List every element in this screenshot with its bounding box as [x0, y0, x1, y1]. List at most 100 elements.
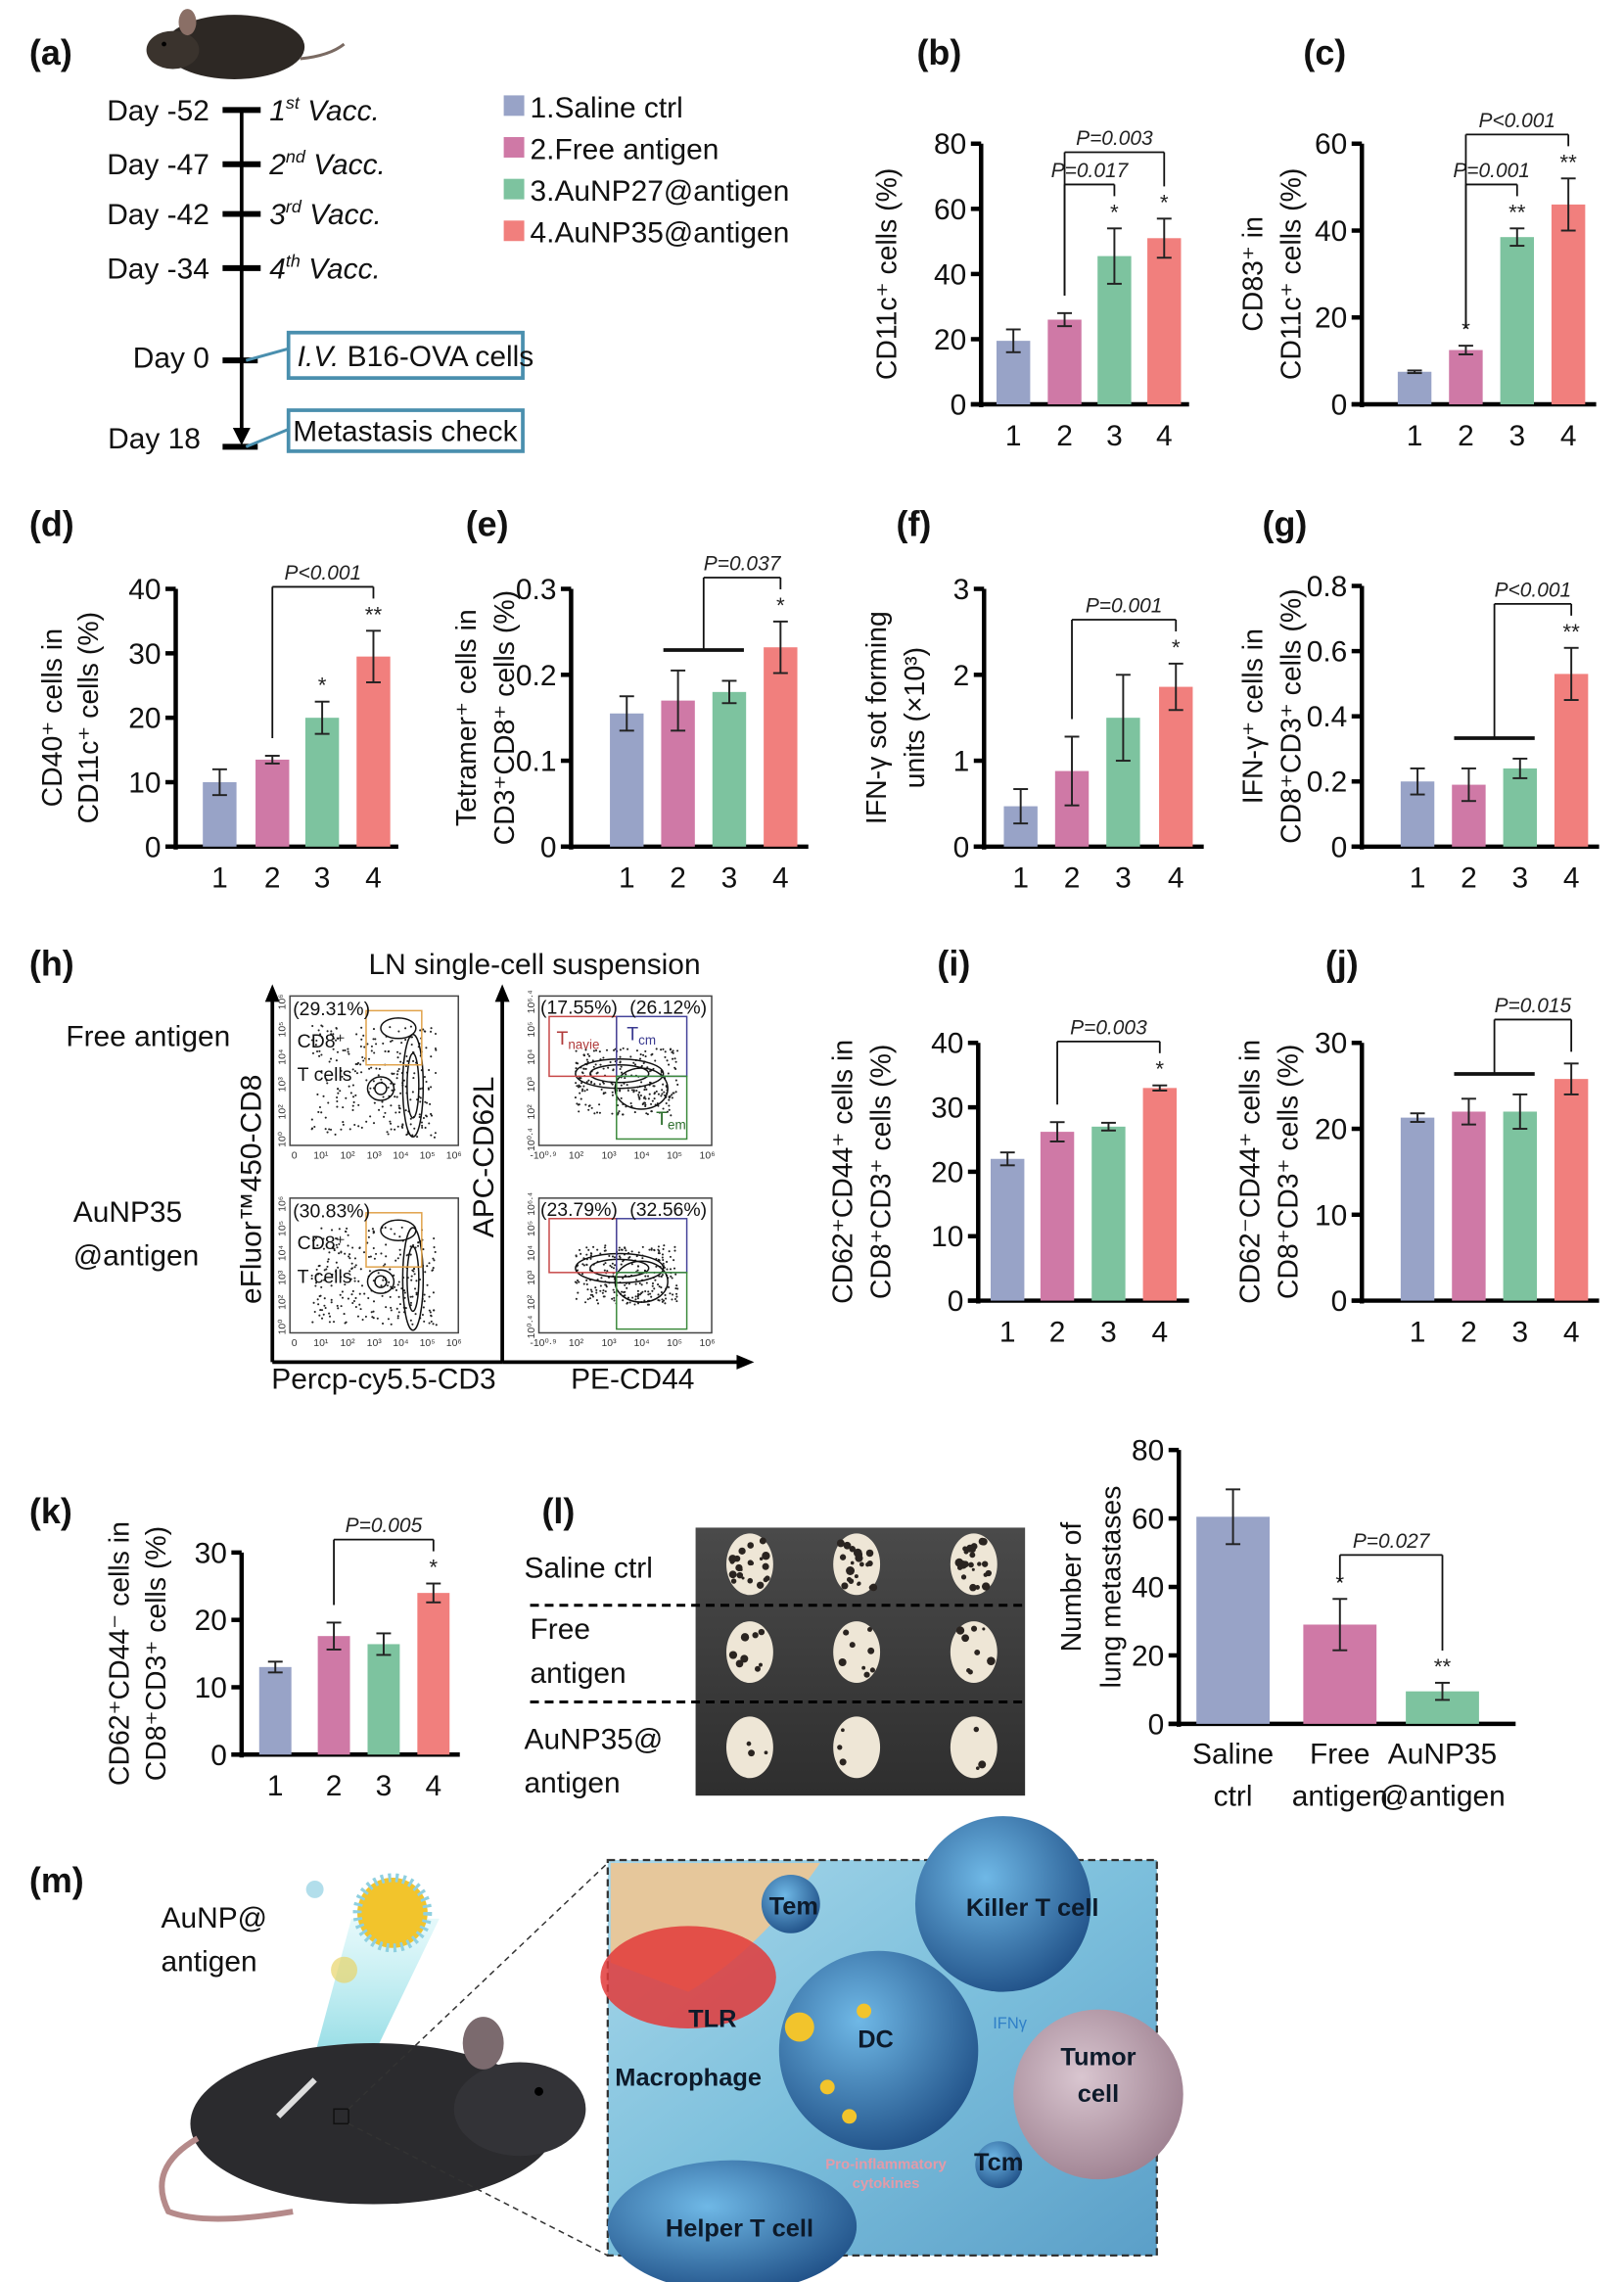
y-axis-label: lung metastases	[1095, 1486, 1127, 1689]
y-tick-label: 1	[953, 746, 970, 778]
bar-1	[1400, 1117, 1435, 1301]
chart-k: 0 10 20 30 CD62⁺CD44⁻ cells in CD8⁺CD3⁺ cells…	[105, 1514, 460, 1802]
p-value-label: P=0.027	[1353, 1530, 1431, 1553]
nanoparticle-icon	[857, 2003, 872, 2019]
significance-star: *	[1335, 1570, 1344, 1595]
bar-2	[317, 1636, 350, 1755]
flow-ylabel-right: APC-CD62L	[468, 1077, 500, 1238]
bar-1	[1196, 1516, 1270, 1724]
lung-specimen	[833, 1533, 881, 1596]
flow-y-tick: 10³	[278, 1077, 289, 1093]
bar-1	[610, 713, 644, 847]
x-tick-label: 4	[1560, 420, 1577, 452]
flow-ylabel-left: eFluor™450-CD8	[235, 1075, 267, 1304]
tcm-cell-icon	[975, 2141, 1023, 2189]
x-tick-label: 2	[1056, 420, 1073, 452]
lung-photo-panel: Saline ctrl Free antigen AuNP35@ antigen	[525, 1527, 1026, 1799]
label-tlr: TLR	[688, 2006, 736, 2033]
significance-star: *	[318, 674, 327, 698]
flow-x-tick: 10³	[601, 1338, 617, 1349]
y-tick-label: 0.2	[516, 660, 557, 692]
killer-t-cell-icon	[914, 1816, 1091, 1992]
lung-specimen	[833, 1621, 881, 1683]
p-value-label: P=0.003	[1076, 127, 1153, 150]
flow-plot-cd8-cd3: (29.31%) CD8⁺ T cells 0 10¹ 10² 10³ 10⁴ 10⁵ 10⁶ 10…	[278, 994, 462, 1161]
timeline-day0: Day 0 I.V. B16-OVA cells	[133, 330, 534, 380]
flow-x-tick: 10⁶	[446, 1150, 462, 1161]
gate-label-tcells: T cells	[298, 1267, 352, 1288]
y-tick-label: 0	[1148, 1708, 1165, 1741]
y-tick-label: 10	[195, 1672, 227, 1704]
flow-y-tick: 10³	[527, 1077, 537, 1093]
day-label: Day -47	[107, 149, 209, 181]
timeline-event: Day -47 2nd Vacc.	[107, 147, 386, 181]
label-cytokines: cytokines	[853, 2175, 920, 2192]
label-ifn: IFNγ	[993, 2015, 1027, 2032]
flow-x-tick: 0	[292, 1150, 298, 1161]
cm-percent: (32.56%)	[629, 1199, 707, 1221]
bar-1	[991, 1158, 1025, 1301]
arrow-icon	[494, 984, 510, 1002]
bar-3	[1091, 1126, 1126, 1301]
gate-label-cd8: CD8⁺	[298, 1031, 346, 1052]
zoom-line	[348, 2122, 609, 2257]
x-tick-label: 4	[1563, 1316, 1580, 1348]
x-tick-label: 4	[1156, 420, 1173, 452]
flow-y-tick: 10⁴	[527, 1049, 537, 1065]
flow-y-tick: 10⁰·⁴	[527, 1316, 537, 1339]
bar-3	[367, 1644, 400, 1755]
vaccination-label: 4th Vacc.	[269, 251, 381, 285]
x-tick-label: 4	[772, 862, 789, 895]
panel-label-h: (h)	[29, 944, 74, 983]
y-axis-label: CD40⁺ cells in	[37, 629, 69, 807]
bar-1	[258, 1666, 292, 1755]
panel-label-a: (a)	[29, 33, 72, 72]
chart-f: 0 1 2 3 IFN-γ sot forming units (×10³) 1 2 3 * 4 P=…	[861, 574, 1204, 895]
day-label: Day -34	[107, 253, 209, 285]
y-axis-label: CD62⁻CD44⁺ cells in	[1235, 1040, 1267, 1304]
bar-4	[1551, 204, 1586, 405]
y-tick-label: 10	[1315, 1199, 1347, 1232]
flow-y-tick: 10⁵	[278, 1221, 289, 1236]
gate-label-tcells: T cells	[298, 1064, 352, 1086]
y-tick-label: 0.6	[1307, 636, 1348, 669]
y-axis-label: units (×10³)	[900, 647, 931, 788]
y-tick-label: 3	[953, 574, 970, 606]
flow-row-label: Free antigen	[66, 1020, 230, 1052]
label-tumor: Tumor	[1060, 2043, 1136, 2071]
x-tick-label: 2	[670, 862, 686, 895]
flow-x-tick: 10¹	[313, 1150, 329, 1161]
chart-b: 0 20 40 60 80 CD11c⁺ cells (%) 1 2 * 3 * 4 P=0.017 P=…	[872, 127, 1189, 452]
flow-x-tick: 10³	[367, 1150, 383, 1161]
flow-x-tick: 0	[292, 1338, 298, 1349]
cd8-percent: (29.31%)	[293, 999, 370, 1020]
x-tick-label: 3	[1508, 420, 1525, 452]
event-box	[286, 408, 525, 453]
x-tick-label: 2	[326, 1770, 343, 1802]
lung-row-label: AuNP35@	[525, 1723, 664, 1755]
x-tick-label: 2	[1064, 862, 1081, 895]
flow-x-tick: 10⁶	[700, 1150, 716, 1161]
significance-star: *	[1160, 190, 1169, 214]
y-axis-label: CD3⁺CD8⁺ cells (%)	[489, 590, 521, 845]
lung-specimen	[950, 1533, 998, 1596]
flow-x-tick: 10⁴	[633, 1150, 649, 1161]
label-tumor-cell: cell	[1078, 2080, 1119, 2108]
vaccine-label: antigen	[162, 1946, 257, 1979]
legend-item: 3.AuNP27@antigen	[531, 175, 790, 208]
event-text-day18: Metastasis check	[293, 415, 517, 447]
chart-d: 0 10 20 30 40 CD40⁺ cells in CD11c⁺ cells (%) 1…	[37, 562, 398, 895]
y-tick-label: 20	[934, 324, 966, 356]
chart-c: 0 20 40 60 CD83⁺ in CD11c⁺ cells (%) 1 * 2 ** 3 ** 4…	[1238, 110, 1597, 452]
bar-2	[1449, 349, 1483, 405]
cd8-percent: (30.83%)	[293, 1200, 370, 1222]
p-value-label: P=0.001	[1086, 595, 1163, 618]
bar-4	[764, 647, 798, 847]
x-tick-label: 1	[1410, 1316, 1426, 1348]
x-tick-label: Free	[1310, 1738, 1370, 1770]
flow-x-tick: 10²	[569, 1150, 584, 1161]
panel-label-f: (f)	[897, 505, 932, 544]
y-tick-label: 20	[1315, 1114, 1347, 1146]
y-tick-label: 30	[195, 1537, 227, 1569]
flow-x-tick: -10⁰·⁹	[530, 1150, 556, 1161]
